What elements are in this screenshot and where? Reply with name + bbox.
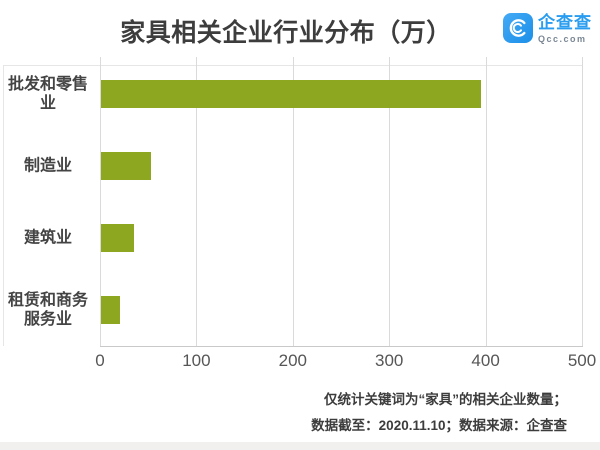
category-label: 租赁和商务服务业 [7,292,88,328]
qcc-c-glyph [509,19,526,37]
category-label: 制造业 [23,157,72,175]
plot-left-border [3,65,4,346]
x-tick-label: 400 [471,351,500,370]
x-tick-label: 100 [182,351,211,370]
x-tick-label: 500 [567,351,597,370]
footnote-line-2: 数据截至：2020.11.10；数据来源：企查查 [311,418,567,433]
chart-footnote: 仅统计关键词为“家具”的相关企业数量； 数据截至：2020.11.10；数据来源… [311,387,567,439]
bar [101,224,134,252]
category-label: 批发和零售业 [7,76,88,112]
x-tick-label: 0 [95,351,105,370]
x-gridline [100,57,101,346]
qcc-domain: Qcc.com [538,34,587,44]
footnote-line-1: 仅统计关键词为“家具”的相关企业数量； [324,392,567,407]
qcc-logo-icon [503,13,533,43]
x-tick-label: 200 [278,351,307,370]
bar [101,152,151,180]
bar [101,296,120,324]
qcc-logo-text: 企查查 Qcc.com [538,13,592,44]
x-gridline [292,57,294,346]
bottom-strip [0,442,600,450]
qcc-brand-name: 企查查 [538,13,592,32]
x-gridline [196,57,198,346]
x-axis-line [100,346,583,347]
bar [101,80,481,108]
category-label: 建筑业 [23,229,72,247]
qcc-logo: 企查查 Qcc.com [503,13,592,44]
x-gridline [389,57,391,346]
x-gridline [485,57,487,346]
chart-title: 家具相关企业行业分布（万） [120,19,452,47]
x-tick-label: 300 [375,351,404,370]
x-gridline [582,57,583,346]
